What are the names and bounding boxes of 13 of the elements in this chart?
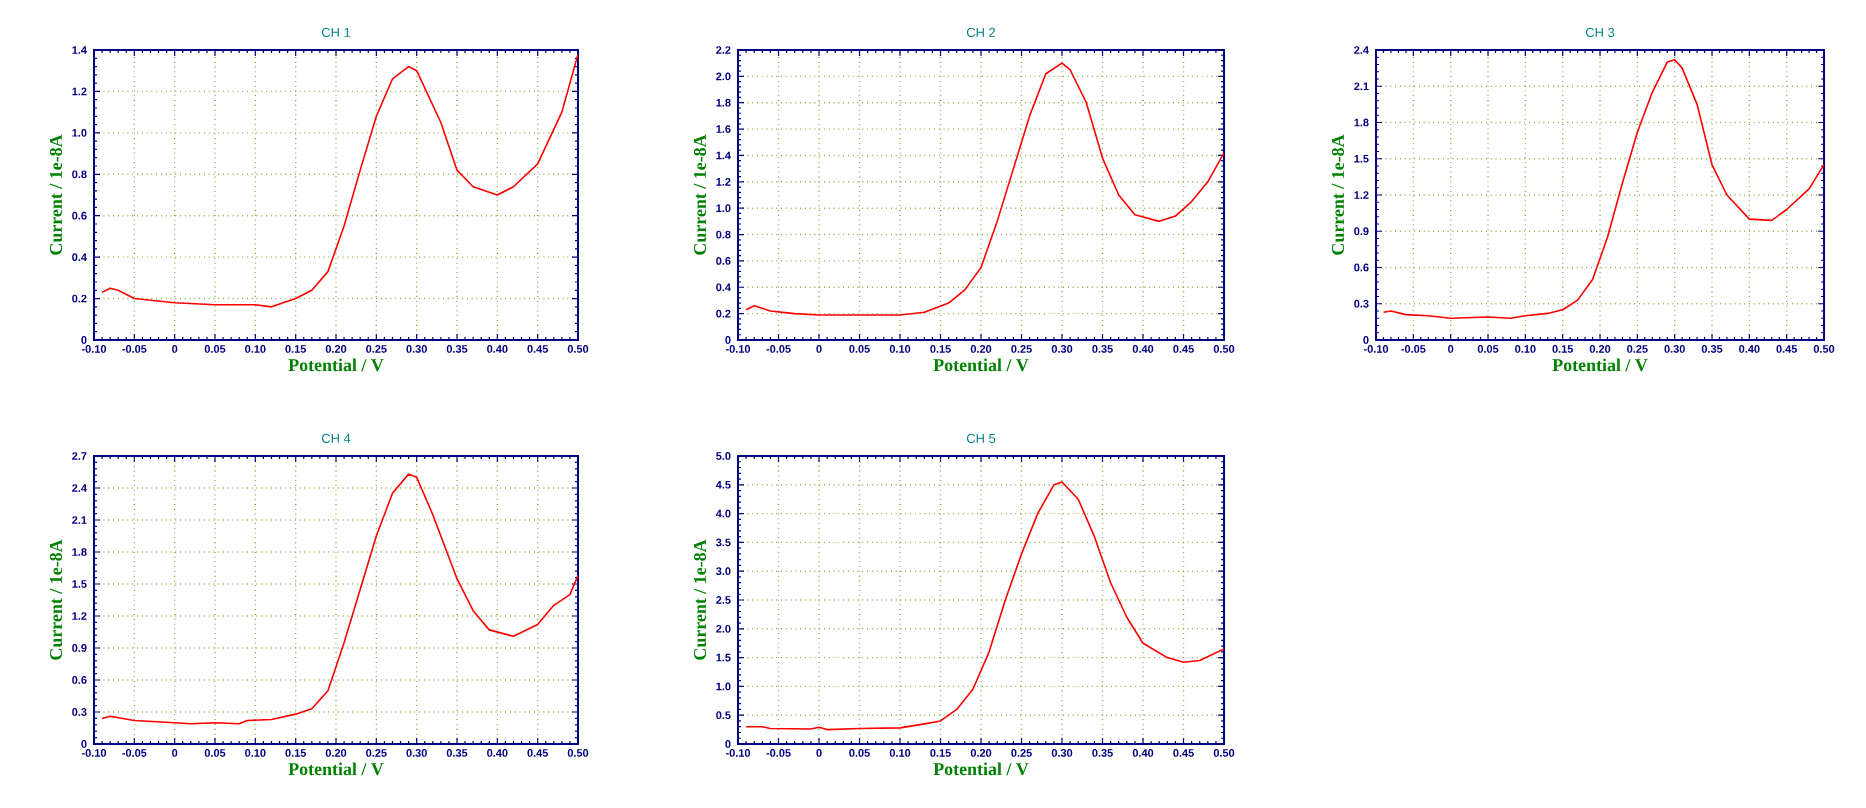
x-axis-title: Potential / V: [288, 762, 384, 776]
x-axis-title: Potential / V: [288, 358, 384, 372]
y-axis-title: Current / 1e-8A: [693, 539, 707, 660]
line-series: [745, 481, 1225, 731]
x-axis-title: Potential / V: [933, 762, 1029, 776]
x-axis-title: Potential / V: [933, 358, 1029, 372]
y-axis-title: Current / 1e-8A: [49, 134, 63, 255]
y-axis-title: Current / 1e-8A: [693, 134, 707, 255]
line-series: [1382, 58, 1825, 320]
y-axis-title: Current / 1e-8A: [1331, 134, 1345, 255]
line-series: [101, 53, 578, 308]
x-axis-title: Potential / V: [1552, 358, 1648, 372]
y-axis-title: Current / 1e-8A: [49, 539, 63, 660]
